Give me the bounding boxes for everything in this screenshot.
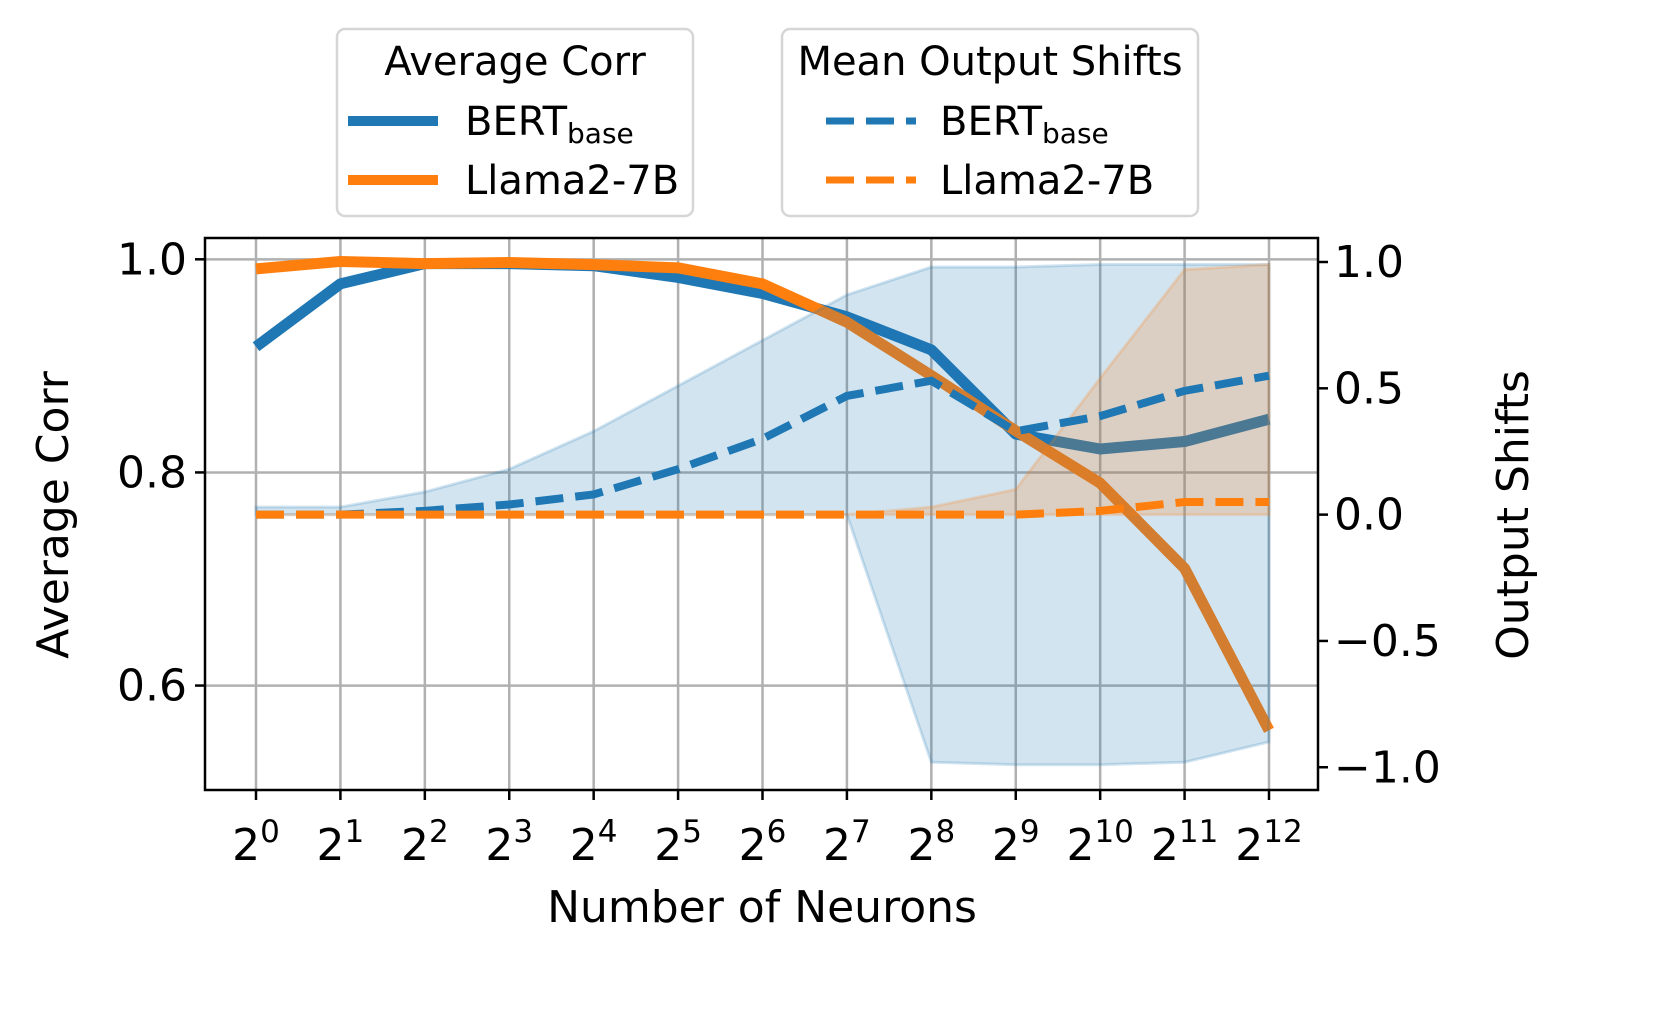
legend-label: BERTbase: [465, 99, 634, 150]
y-axis-label-right: Output Shifts: [1488, 370, 1539, 660]
y-axis-label-left: Average Corr: [28, 370, 79, 659]
x-tick-label: 20: [232, 814, 280, 871]
x-tick-label: 23: [485, 814, 533, 871]
x-tick-label: 29: [992, 814, 1040, 871]
y-tick-label-right: 0.0: [1334, 490, 1404, 541]
corr-line-llama2-7b: [255, 255, 1274, 733]
legend-label: Llama2-7B: [940, 158, 1154, 204]
shift-lines: [256, 371, 1270, 519]
x-tick-label: 25: [654, 814, 702, 871]
legend-title: Average Corr: [384, 39, 646, 85]
y-tick-label-right: −0.5: [1334, 616, 1441, 667]
x-tick-label: 27: [823, 814, 871, 871]
y-tick-label-right: 1.0: [1334, 237, 1404, 288]
y-tick-label-left: 0.6: [117, 661, 187, 712]
x-tick-label: 26: [739, 814, 787, 871]
shift-line-llama2-7b: [256, 498, 1269, 519]
legend-box: [780, 27, 1200, 218]
x-tick-label: 22: [401, 814, 449, 871]
x-axis-label: Number of Neurons: [547, 882, 977, 933]
corr-lines: [252, 255, 1274, 733]
x-tick-label: 212: [1235, 814, 1302, 871]
x-tick-label: 210: [1066, 814, 1133, 871]
y-tick-label-left: 1.0: [117, 234, 187, 285]
ticks: 20 21 22 23 24 25 26 27 28 29 210 211 212 0.6 0.8 1.0 1.…: [117, 234, 1441, 871]
y-tick-label-right: 0.5: [1334, 363, 1404, 414]
y-tick-label-left: 0.8: [117, 447, 187, 498]
legends: Average Corr BERTbase Llama2-7B Mean Output…: [335, 27, 1200, 218]
shift-band-llama2-7b: [256, 262, 1271, 517]
y-tick-label-right: −1.0: [1334, 742, 1441, 793]
legend-label: BERTbase: [940, 99, 1109, 150]
legend-label: Llama2-7B: [465, 158, 679, 204]
x-tick-label: 24: [570, 814, 618, 871]
x-tick-label: 28: [907, 814, 955, 871]
legend-title: Mean Output Shifts: [797, 39, 1182, 85]
x-tick-label: 211: [1151, 814, 1218, 871]
x-tick-label: 21: [317, 814, 365, 871]
legend-box: [335, 27, 695, 218]
